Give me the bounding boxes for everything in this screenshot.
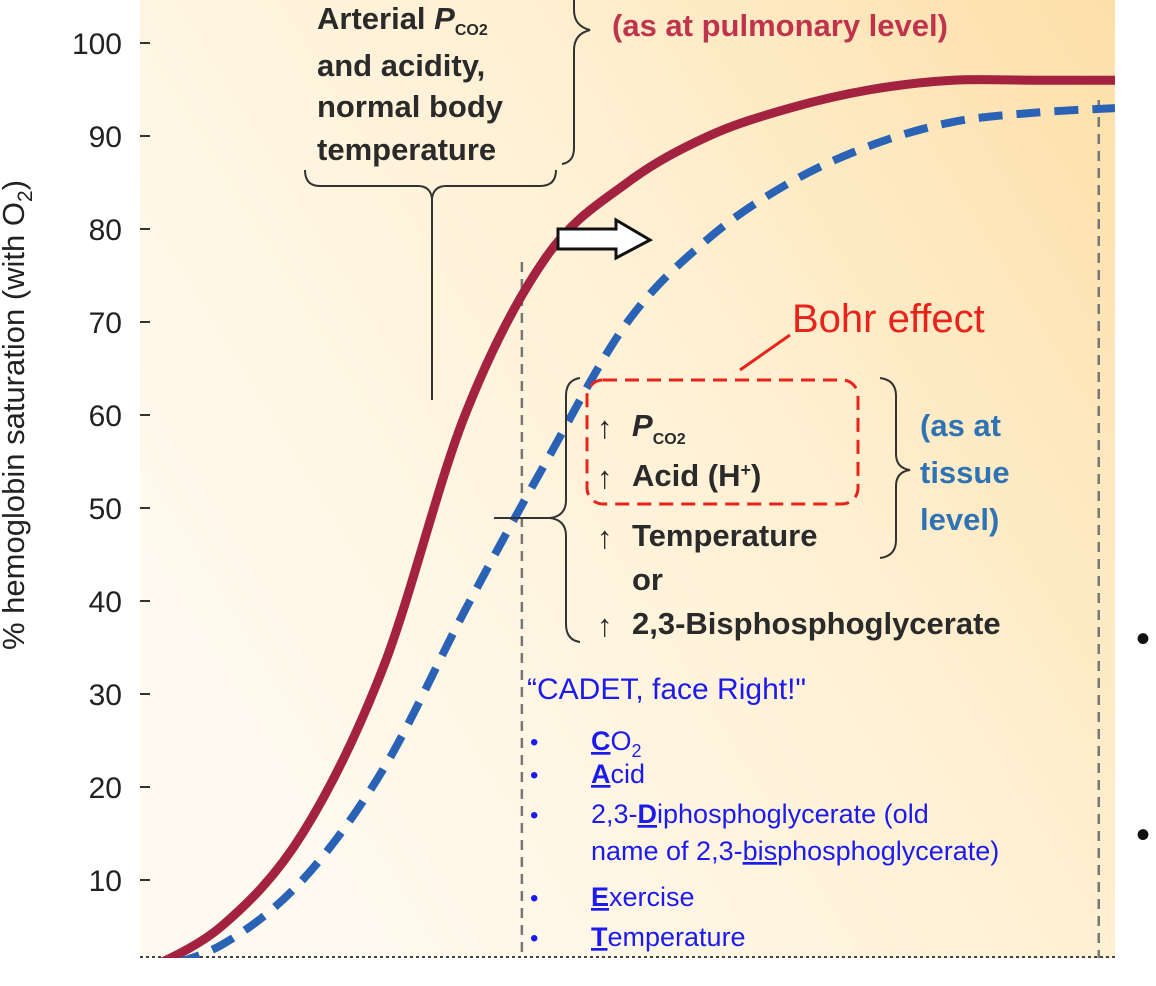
mnemonic-bullet: • [530,925,538,952]
shifted-curve [178,104,1115,958]
bohr-leader-line [739,333,791,372]
tissue-brace [879,377,911,559]
y-tick-label: 100 [72,28,122,61]
y-tick-label: 20 [89,772,122,805]
mnemonic-bullet: • [530,762,538,789]
shift-right-arrow-icon [556,217,654,261]
side-bullet: • [1136,813,1150,857]
mnemonic-item-acid: Acid [591,759,645,789]
bohr-effect-label: Bohr effect [792,297,985,341]
y-tick-label: 80 [89,214,122,247]
mnemonic-bullet: • [530,885,538,912]
y-tick-label: 90 [89,121,122,154]
mnemonic-item-co2: CO2 [591,726,642,761]
y-axis-title: % hemoglobin saturation (with O2) [0,180,37,650]
y-axis-ticks: 10 20 30 40 50 60 70 80 90 100 [72,28,150,898]
mnemonic-item-dpg: 2,3-Diphosphoglycerate (old [591,799,929,829]
y-tick-label: 30 [89,679,122,712]
acid-label: Acid (H+) [632,458,761,493]
mnemonic-title: “CADET, face Right!" [527,673,806,706]
arterial-label-line3: normal body [317,89,504,124]
bpg-label: 2,3-Bisphosphoglycerate [632,606,1001,641]
y-tick-label: 50 [89,493,122,526]
or-label: or [632,562,663,597]
y-tick-label: 10 [89,865,122,898]
pulmonary-brace [561,0,591,165]
arterial-label-line4: temperature [317,132,496,167]
y-tick-label: 70 [89,307,122,340]
mnemonic-item-exercise: Exercise [591,882,695,912]
tissue-label-line3: level) [920,502,999,537]
tissue-label-line1: (as at [920,408,1001,443]
mnemonic-item-dpg-line2: name of 2,3-bisphosphoglycerate) [591,836,999,866]
pco2-label: PCO2 [632,408,686,448]
mnemonic-bullet: • [530,729,538,756]
plot-background [140,0,1115,958]
up-arrow-icon: ↑ [597,410,613,445]
arterial-label: Arterial PCO2 [317,1,488,39]
up-arrow-icon: ↑ [597,608,613,643]
tissue-label-line2: tissue [920,455,1010,490]
y-tick-label: 40 [89,586,122,619]
mnemonic-bullet: • [530,802,538,829]
y-tick-label: 60 [89,400,122,433]
bohr-box [585,378,860,506]
reference-lines [520,100,1100,958]
side-bullet: • [1136,617,1150,661]
mnemonic-item-temperature: Temperature [591,922,746,952]
pulmonary-label: (as at pulmonary level) [612,8,948,43]
arterial-label-line2: and acidity, [317,48,485,83]
temperature-label: Temperature [632,518,818,553]
up-arrow-icon: ↑ [597,460,613,495]
up-arrow-icon: ↑ [597,520,613,555]
